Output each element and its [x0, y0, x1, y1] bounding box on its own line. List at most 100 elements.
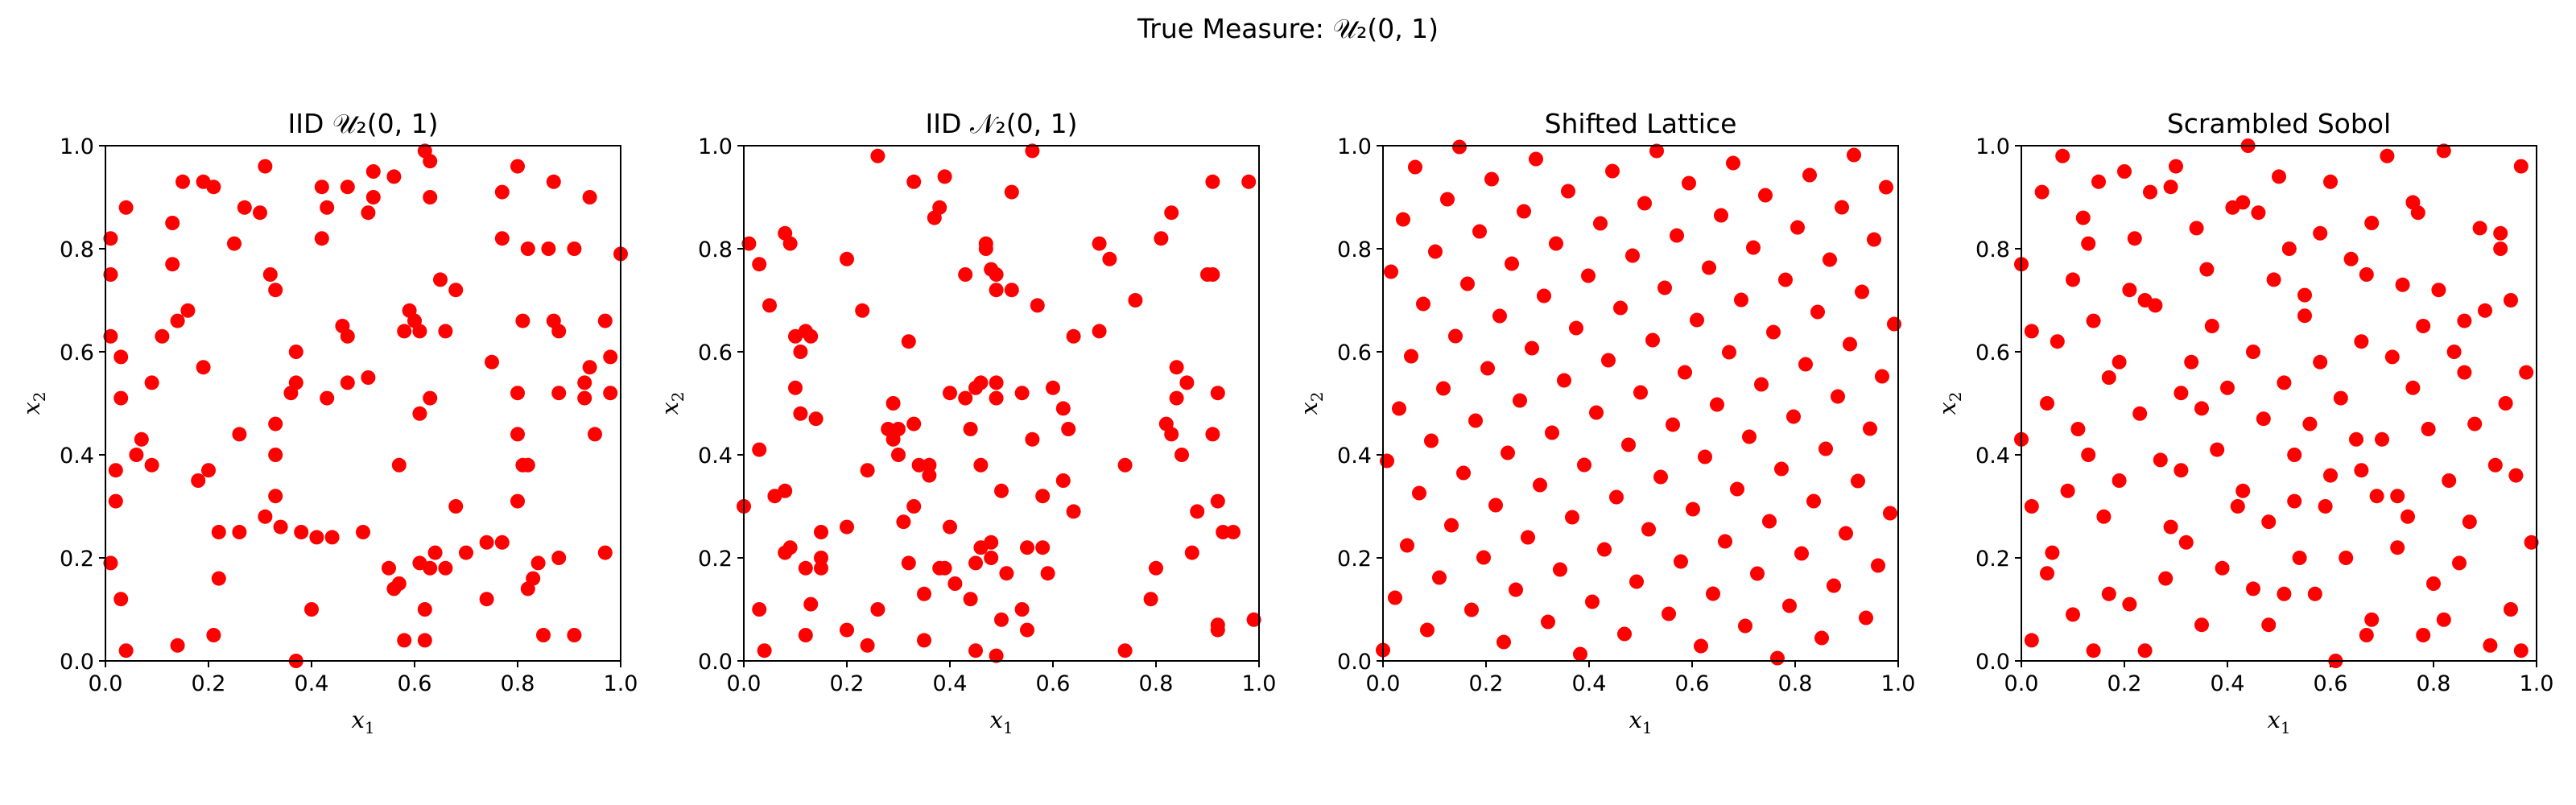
- scatter-point: [741, 236, 757, 251]
- figure-title: True Measure: 𝒰₂(0, 1): [1137, 13, 1439, 44]
- scatter-point: [1117, 457, 1133, 473]
- scatter-point: [2323, 468, 2338, 483]
- scatter-point: [1468, 413, 1483, 428]
- scatter-point: [2096, 509, 2112, 524]
- scatter-point: [1633, 385, 1648, 400]
- scatter-point: [2452, 555, 2467, 571]
- scatter-point: [391, 576, 407, 591]
- scatter-point: [258, 509, 273, 524]
- scatter-point: [947, 576, 963, 591]
- scatter-point: [2220, 380, 2235, 395]
- scatter-point: [968, 555, 983, 571]
- scatter-point: [1396, 212, 1410, 227]
- scatter-point: [943, 386, 957, 401]
- scatter-point: [1883, 506, 1897, 521]
- scatter-point: [2066, 607, 2080, 622]
- scatter-point: [144, 457, 159, 473]
- scatter-point: [2508, 468, 2524, 483]
- scatter-point: [1380, 453, 1394, 469]
- scatter-point: [361, 370, 376, 385]
- scatter-points: [1376, 139, 1901, 666]
- y-tick-label: 1.0: [698, 134, 733, 159]
- scatter-point: [530, 555, 546, 571]
- scatter-point: [1678, 365, 1692, 380]
- scatter-point: [1718, 534, 1732, 549]
- scatter-point: [494, 231, 510, 246]
- scatter-point: [2189, 221, 2204, 236]
- scatter-point: [1746, 240, 1761, 255]
- scatter-point: [906, 416, 922, 431]
- x-axis-label: x1: [351, 706, 374, 737]
- scatter-point: [989, 390, 1004, 406]
- scatter-point: [2426, 576, 2441, 591]
- scatter-point: [1670, 228, 1684, 243]
- scatter-point: [855, 303, 870, 318]
- scatter-point: [2323, 174, 2338, 189]
- subplot-1: IID 𝒰₂(0, 1) 0.0 0.2 0.4 0.6 0.8 1.0 0.0 0.2 0.4 0…: [18, 108, 638, 737]
- scatter-point: [2487, 457, 2503, 473]
- scatter-point: [314, 231, 329, 246]
- scatter-point: [870, 148, 886, 163]
- scatter-point: [2416, 319, 2431, 333]
- x-tick-label: 0.0: [2004, 671, 2039, 696]
- x-tick-label: 0.6: [2314, 671, 2348, 696]
- scatter-point: [2251, 205, 2266, 221]
- scatter-point: [1488, 497, 1503, 513]
- scatter-point: [1637, 196, 1652, 211]
- subplot-3: Shifted Lattice 0.0 0.2 0.4 0.6 0.8 1.0 0.0 0.2 0…: [1295, 108, 1915, 737]
- scatter-point: [814, 525, 828, 539]
- scatter-point: [2401, 509, 2415, 524]
- scatter-point: [2462, 514, 2477, 530]
- scatter-point: [2143, 184, 2157, 200]
- scatter-point: [1601, 353, 1616, 368]
- scatter-point: [103, 231, 118, 246]
- scatter-point: [1460, 276, 1475, 291]
- scatter-point: [1205, 427, 1220, 442]
- scatter-point: [165, 216, 180, 230]
- scatter-point: [1035, 489, 1051, 504]
- scatter-point: [1533, 477, 1547, 493]
- scatter-point: [551, 551, 567, 565]
- x-tick-label: 0.0: [89, 671, 123, 696]
- scatter-point: [2380, 148, 2395, 163]
- scatter-point: [2375, 431, 2389, 447]
- scatter-point: [922, 457, 937, 473]
- scatter-point: [1436, 381, 1451, 396]
- scatter-point: [1641, 522, 1656, 537]
- scatter-point: [340, 328, 355, 344]
- scatter-point: [232, 427, 247, 442]
- scatter-point: [1589, 405, 1604, 420]
- scatter-point: [1549, 236, 1563, 251]
- x-tick-label: 0.0: [1366, 671, 1401, 696]
- scatter-point: [2343, 251, 2359, 266]
- scatter-point: [1839, 526, 1853, 541]
- scatter-point: [803, 328, 819, 344]
- scatter-point: [1629, 574, 1644, 589]
- scatter-point: [1226, 525, 1241, 539]
- scatter-point: [2081, 448, 2096, 462]
- scatter-point: [1128, 293, 1143, 308]
- scatter-point: [1046, 380, 1060, 395]
- scatter-points: [2014, 138, 2539, 668]
- scatter-point: [1577, 457, 1591, 473]
- scatter-point: [1690, 312, 1704, 328]
- scatter-point: [906, 174, 922, 189]
- scatter-point: [901, 555, 916, 571]
- x-tick-label: 0.8: [501, 671, 535, 696]
- y-axis-label: x2: [1295, 391, 1327, 415]
- scatter-point: [782, 236, 798, 251]
- scatter-point: [1521, 530, 1535, 545]
- scatter-point: [314, 180, 329, 195]
- scatter-point: [906, 499, 922, 514]
- scatter-point: [1553, 562, 1567, 577]
- y-tick-label: 0.8: [1337, 237, 1372, 262]
- scatter-point: [989, 375, 1004, 390]
- scatter-point: [1164, 427, 1179, 442]
- scatter-point: [2504, 293, 2518, 308]
- scatter-point: [1184, 545, 1199, 560]
- scatter-point: [752, 602, 767, 617]
- scatter-point: [155, 328, 170, 344]
- subplot-grid: IID 𝒰₂(0, 1) 0.0 0.2 0.4 0.6 0.8 1.0 0.0 0.2 0.4 0…: [18, 108, 2553, 737]
- scatter-point: [840, 622, 854, 638]
